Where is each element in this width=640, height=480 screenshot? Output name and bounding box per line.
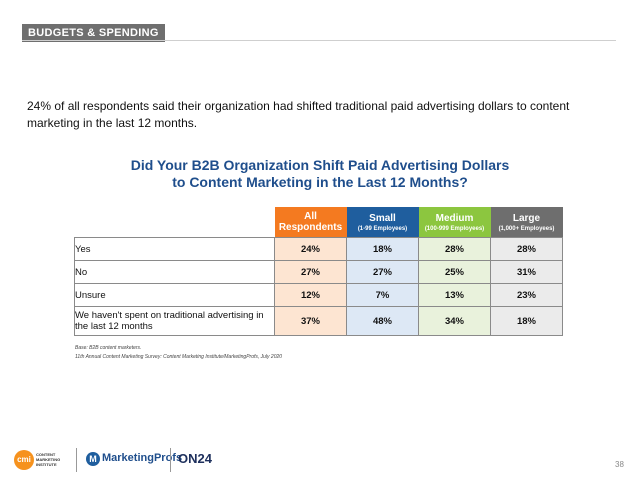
page-number: 38 [615,460,624,469]
cell-medium: 13% [418,283,491,307]
row-label: No [74,260,275,284]
header-label: Medium [435,212,474,224]
cell-medium: 28% [418,237,491,261]
intro-text: 24% of all respondents said their organi… [27,99,570,130]
cmi-logo-text: CONTENT MARKETING INSTITUTE [36,452,61,467]
section-tab: BUDGETS & SPENDING [22,24,165,42]
table-row: No 27% 27% 25% 31% [74,260,563,284]
results-table: All Respondents Small (1-99 Employees) M… [74,207,563,336]
row-label: We haven't spent on traditional advertis… [74,306,275,336]
cell-all: 12% [274,283,347,307]
cell-all: 24% [274,237,347,261]
cell-medium: 34% [418,306,491,336]
chart-title-line1: Did Your B2B Organization Shift Paid Adv… [130,157,510,173]
cell-large: 31% [490,260,563,284]
header-small: Small (1-99 Employees) [346,207,419,238]
header-sub: (100-999 Employees) [424,225,485,232]
source-note: 11th Annual Content Marketing Survey: Co… [75,354,283,360]
chart-title-line2: to Content Marketing in the Last 12 Mont… [172,174,468,190]
table-row: We haven't spent on traditional advertis… [74,306,563,336]
chart-title: Did Your B2B Organization Shift Paid Adv… [100,157,540,191]
header-sub: (1,000+ Employees) [498,225,555,232]
row-label: Unsure [74,283,275,307]
marketingprofs-logo-text: MarketingProfs [102,452,183,464]
cell-small: 7% [346,283,419,307]
cmi-logo-icon: cmi [14,450,34,470]
header-label: Small [369,212,396,224]
cell-small: 27% [346,260,419,284]
on24-logo: ON24 [178,451,212,466]
header-label: All Respondents [278,211,343,233]
row-label: Yes [74,237,275,261]
section-divider [22,40,616,41]
header-all-respondents: All Respondents [274,207,347,238]
header-blank [75,207,275,238]
logo-divider [170,448,171,472]
header-sub: (1-99 Employees) [357,225,408,232]
header-large: Large (1,000+ Employees) [490,207,563,238]
cell-large: 28% [490,237,563,261]
table-row: Unsure 12% 7% 13% 23% [74,283,563,307]
header-medium: Medium (100-999 Employees) [418,207,491,238]
header-label: Large [512,212,541,224]
cell-small: 18% [346,237,419,261]
cell-all: 27% [274,260,347,284]
base-note: Base: B2B content marketers. [75,345,142,351]
cell-medium: 25% [418,260,491,284]
marketingprofs-logo-icon: M [86,452,100,466]
cell-large: 23% [490,283,563,307]
cell-large: 18% [490,306,563,336]
table-row: Yes 24% 18% 28% 28% [74,237,563,261]
cell-all: 37% [274,306,347,336]
footnotes: Base: B2B content marketers. 11th Annual… [75,344,282,362]
cell-small: 48% [346,306,419,336]
logo-divider [76,448,77,472]
